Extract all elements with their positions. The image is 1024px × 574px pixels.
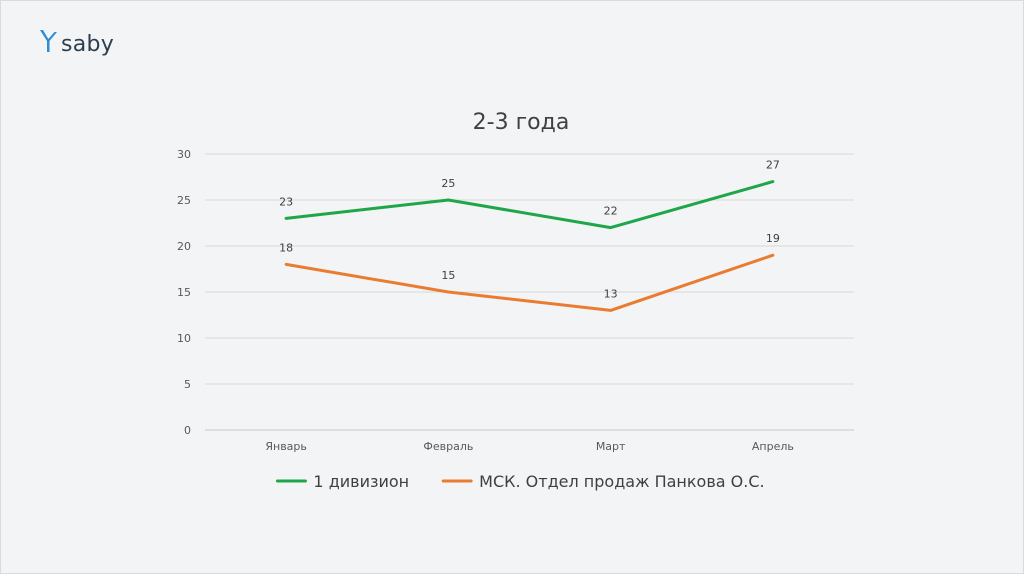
- chart-title: 2-3 года: [473, 110, 570, 135]
- chart-legend: 1 дивизион МСК. Отдел продаж Панкова О.С.: [275, 472, 765, 491]
- x-tick-label: Март: [596, 440, 626, 453]
- legend-item: 1 дивизион: [275, 472, 409, 491]
- data-label: 13: [604, 287, 618, 300]
- data-label: 19: [766, 232, 780, 245]
- data-label: 22: [604, 205, 618, 218]
- y-tick-label: 30: [177, 148, 191, 161]
- logo-text: saby: [61, 31, 115, 57]
- x-tick-label: Февраль: [423, 440, 473, 453]
- y-tick-label: 15: [177, 286, 191, 299]
- y-tick-label: 25: [177, 194, 191, 207]
- y-axis: 0 5 10 15 20 25 30: [177, 148, 191, 437]
- chart-series: [284, 180, 775, 312]
- y-tick-label: 20: [177, 240, 191, 253]
- legend-item: МСК. Отдел продаж Панкова О.С.: [441, 472, 765, 491]
- legend-label: 1 дивизион: [313, 472, 409, 491]
- data-labels: 23 25 22 27 18 15 13 19: [279, 159, 780, 301]
- series-line: [284, 180, 775, 230]
- y-tick-label: 10: [177, 332, 191, 345]
- saby-bird-icon: [40, 30, 57, 52]
- y-tick-label: 5: [184, 378, 191, 391]
- saby-logo: saby: [37, 25, 114, 59]
- x-axis: Январь Февраль Март Апрель: [265, 440, 794, 453]
- chart-grid: [205, 153, 854, 431]
- x-tick-label: Январь: [265, 440, 307, 453]
- data-label: 18: [279, 241, 293, 254]
- legend-label: МСК. Отдел продаж Панкова О.С.: [479, 472, 764, 491]
- data-label: 25: [441, 177, 455, 190]
- data-label: 23: [279, 195, 293, 208]
- y-tick-label: 0: [184, 424, 191, 437]
- data-label: 27: [766, 159, 780, 172]
- series-line: [284, 253, 775, 312]
- data-label: 15: [441, 269, 455, 282]
- x-tick-label: Апрель: [752, 440, 794, 453]
